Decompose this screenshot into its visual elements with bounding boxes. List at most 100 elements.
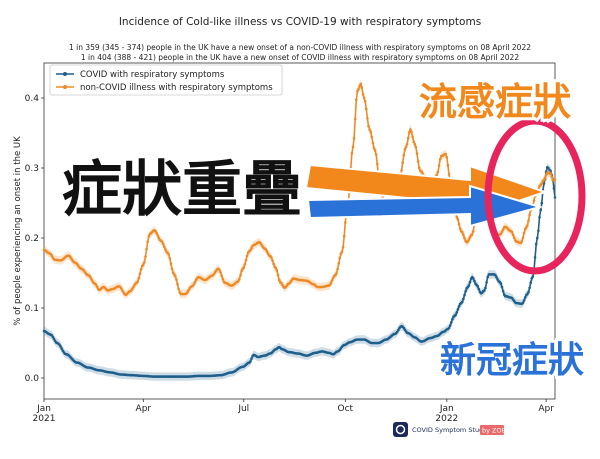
data-point: [446, 163, 450, 167]
data-point: [350, 151, 354, 155]
data-point: [264, 248, 268, 251]
data-point: [192, 282, 196, 286]
data-point: [366, 117, 369, 120]
data-point: [437, 164, 441, 167]
data-point: [337, 262, 341, 265]
data-point: [355, 98, 358, 102]
data-point: [448, 324, 452, 327]
data-point: [462, 233, 465, 237]
data-point: [351, 145, 355, 149]
data-point: [532, 199, 536, 202]
data-point: [435, 173, 439, 177]
data-point: [444, 152, 448, 156]
data-point: [470, 233, 474, 236]
data-point: [341, 246, 345, 249]
blue-arrow: [306, 184, 544, 228]
data-point: [410, 130, 413, 134]
data-point: [143, 261, 146, 264]
x-tick-label: Jan: [36, 404, 51, 414]
data-point: [522, 231, 526, 235]
data-point: [250, 357, 253, 361]
data-point: [461, 230, 464, 234]
data-point: [450, 321, 453, 324]
covid-label: 新冠症狀: [440, 340, 584, 381]
data-point: [468, 235, 472, 239]
data-point: [476, 284, 480, 288]
x-tick-label: Jan: [439, 404, 454, 414]
y-axis-label: % of people experiencing an onset in the…: [13, 136, 23, 326]
data-point: [363, 100, 367, 103]
data-point: [352, 136, 356, 140]
data-point: [353, 117, 357, 121]
data-point: [552, 187, 556, 190]
data-point: [249, 360, 252, 363]
data-point: [360, 86, 364, 89]
data-point: [415, 152, 419, 155]
data-point: [409, 128, 412, 131]
data-point: [455, 215, 459, 219]
data-point: [331, 276, 335, 280]
data-point: [168, 257, 172, 260]
data-point: [240, 269, 243, 273]
data-point: [137, 276, 141, 280]
data-point: [338, 256, 342, 260]
data-point: [156, 234, 159, 237]
data-point: [536, 236, 539, 240]
data-point: [451, 317, 454, 321]
data-point: [89, 276, 92, 279]
data-point: [169, 262, 173, 265]
data-point: [359, 82, 363, 86]
data-point: [550, 175, 553, 179]
data-point: [277, 278, 281, 282]
x-tick-label: Apr: [136, 404, 152, 414]
data-point: [540, 182, 544, 185]
data-point: [94, 283, 98, 286]
data-point: [447, 326, 451, 330]
data-point: [250, 246, 253, 250]
data-point: [218, 268, 221, 272]
data-point: [549, 169, 552, 173]
data-point: [462, 297, 465, 301]
data-point: [329, 281, 333, 285]
data-point: [416, 160, 420, 163]
data-point: [412, 140, 416, 144]
data-point: [164, 248, 167, 251]
data-point: [483, 289, 486, 292]
data-point: [520, 240, 524, 243]
data-point: [373, 149, 377, 152]
data-point: [521, 301, 525, 305]
data-point: [494, 273, 497, 277]
branding: COVID Symptom Study by ZOE: [393, 422, 506, 437]
data-point: [328, 283, 332, 287]
data-point: [472, 229, 475, 233]
data-point: [342, 234, 346, 238]
data-point: [371, 141, 375, 145]
data-point: [270, 256, 273, 259]
data-point: [466, 240, 470, 243]
data-point: [468, 280, 472, 284]
data-point: [414, 145, 418, 149]
data-point: [121, 289, 124, 292]
chart-subtitle-2: 1 in 404 (388 - 421) people in the UK ha…: [81, 53, 519, 62]
data-point: [456, 217, 460, 221]
data-point: [161, 242, 165, 246]
data-point: [60, 347, 63, 350]
data-point: [275, 269, 279, 272]
legend-entry-covid: COVID with respiratory symptoms: [80, 70, 225, 80]
data-point: [458, 227, 462, 231]
data-point: [266, 252, 270, 255]
x-tick-label: Jul: [237, 404, 249, 414]
data-point: [421, 172, 424, 175]
data-point: [477, 287, 481, 291]
data-point: [496, 278, 499, 281]
data-point: [512, 236, 516, 240]
data-point: [340, 250, 344, 254]
data-point: [539, 208, 542, 212]
plot-area: [43, 62, 556, 400]
data-point: [361, 93, 365, 96]
data-point: [411, 135, 414, 139]
data-point: [553, 196, 557, 199]
y-tick-label: 0.3: [25, 164, 39, 174]
overlay-annotations: 流感症狀 症狀重疊 新冠症狀: [57, 77, 587, 384]
